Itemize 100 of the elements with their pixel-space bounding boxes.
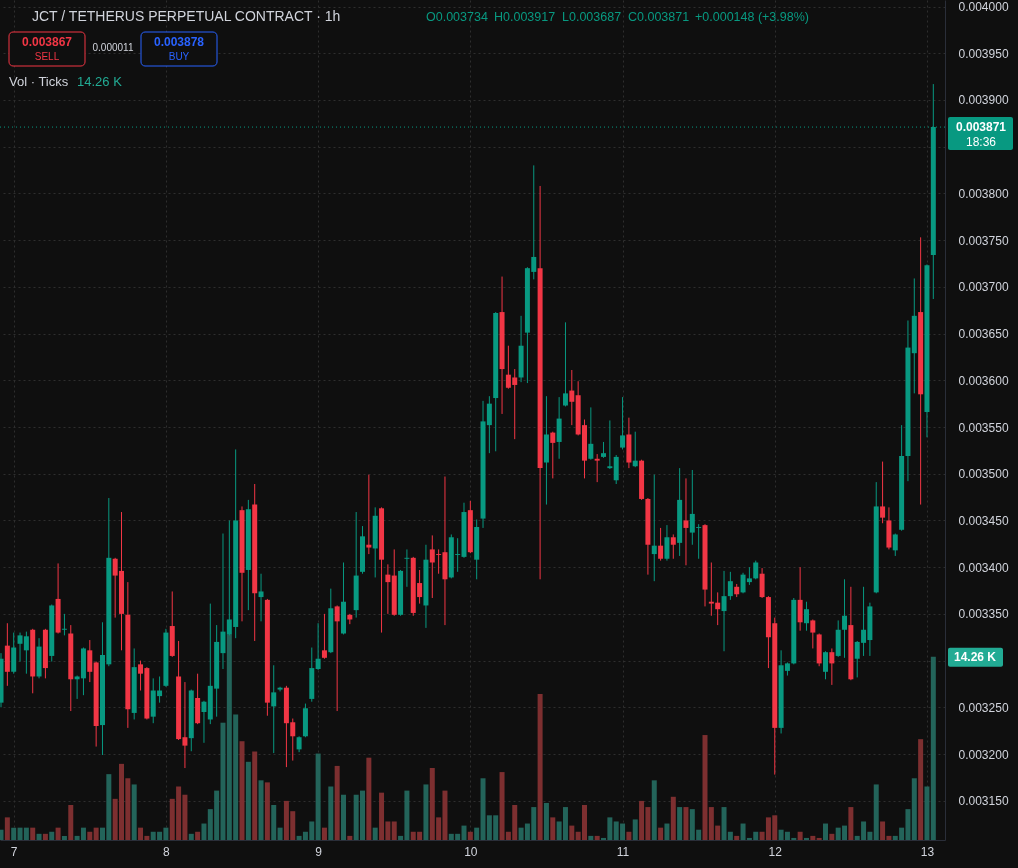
bar (651, 780, 657, 840)
bar (594, 835, 600, 840)
bar (797, 831, 803, 840)
candlestick (87, 639, 93, 683)
bar (734, 835, 740, 840)
candlestick (366, 474, 372, 555)
bar (632, 819, 638, 840)
bar (30, 827, 36, 840)
candlestick (759, 567, 765, 599)
candlestick (810, 618, 816, 649)
bar (61, 835, 67, 840)
bar (334, 765, 340, 840)
bar (537, 693, 543, 840)
bar (918, 739, 924, 840)
annotation: H0.003917 (494, 10, 556, 24)
candlestick (613, 454, 619, 485)
y-tick-label: 0.003600 (958, 373, 1009, 388)
candlestick (880, 461, 886, 524)
bar (848, 807, 854, 840)
annotation: 0.003867 (21, 35, 73, 49)
bar (201, 823, 207, 840)
y-tick-label: 0.003800 (958, 186, 1009, 201)
y-tick-label: 0.003200 (958, 747, 1009, 762)
bar (683, 807, 689, 840)
candlestick (823, 650, 828, 680)
x-tick-label: 8 (163, 844, 171, 859)
bar (873, 784, 879, 840)
annotation: BUY (168, 51, 190, 62)
bar (930, 656, 936, 840)
bar (543, 802, 549, 840)
x-tick-label: 13 (920, 844, 935, 859)
annotation: O0.003734 (426, 10, 488, 24)
bar (467, 831, 473, 840)
bar (366, 757, 372, 840)
bar (131, 784, 137, 840)
text: JCT / TETHERUS PERPETUAL CONTRACT · 1h (32, 8, 341, 24)
candlestick (201, 700, 207, 744)
annotation: C0.003871 (628, 10, 690, 24)
bar (245, 761, 251, 840)
candlestick (797, 566, 803, 632)
bar (823, 823, 828, 840)
annotation: SELL (34, 51, 60, 62)
x-tick-label: 7 (10, 844, 18, 859)
y-tick-label: 0.003900 (958, 93, 1009, 108)
candlestick (670, 533, 676, 560)
bar (252, 751, 258, 840)
x-tick-label: 10 (464, 844, 478, 859)
bar (911, 778, 917, 840)
text: 14.26 K (953, 649, 997, 664)
ref-line-label: 0.003871 (955, 120, 1007, 135)
annotation: 0.000011 (92, 42, 134, 53)
candlestick (829, 647, 835, 686)
bar (328, 786, 334, 840)
bar (93, 827, 99, 840)
candlestick (334, 604, 340, 712)
bar (340, 794, 346, 840)
y-tick-label: 0.003700 (958, 280, 1009, 295)
bar (11, 827, 17, 840)
bar (588, 835, 594, 840)
annotation: L0.003687 (562, 10, 622, 24)
bar (829, 833, 835, 840)
bar (423, 784, 429, 840)
y-tick-label: 0.003350 (958, 607, 1009, 622)
bar (321, 827, 327, 840)
candlestick (550, 431, 556, 479)
annotation: +0.000148 (+3.98%) (695, 10, 809, 24)
x-tick-label: 12 (768, 844, 783, 859)
bar (188, 833, 194, 840)
bar (4, 817, 10, 840)
bar (670, 796, 676, 840)
candlestick (315, 622, 321, 671)
bar (49, 831, 55, 840)
y-tick-label: 0.003150 (958, 794, 1009, 809)
bar (87, 831, 93, 840)
text: 18:36 (965, 135, 997, 149)
bar (195, 831, 201, 840)
y-tick-label: 0.003500 (958, 467, 1009, 482)
y-tick-label: 0.003950 (958, 46, 1009, 61)
bar (372, 827, 378, 840)
candlestick (569, 369, 575, 426)
bar (42, 833, 48, 840)
bar (315, 753, 321, 840)
y-tick-label: 0.004000 (958, 0, 1009, 15)
bar (677, 807, 683, 840)
bar (626, 831, 632, 840)
bar (68, 805, 74, 840)
bar (0, 829, 4, 840)
bar (803, 837, 809, 840)
bar (258, 780, 264, 840)
bar (664, 823, 670, 840)
candlestick (683, 477, 689, 566)
annotation: Vol · Ticks (9, 74, 69, 89)
annotation: 0.003878 (153, 35, 205, 49)
y-tick-label: 0.003550 (958, 420, 1009, 435)
bar (271, 805, 277, 840)
bar (239, 741, 245, 840)
y-tick-label: 0.003250 (958, 700, 1009, 715)
candlestick (658, 527, 664, 562)
bar (569, 825, 575, 840)
candlestick (727, 571, 733, 601)
